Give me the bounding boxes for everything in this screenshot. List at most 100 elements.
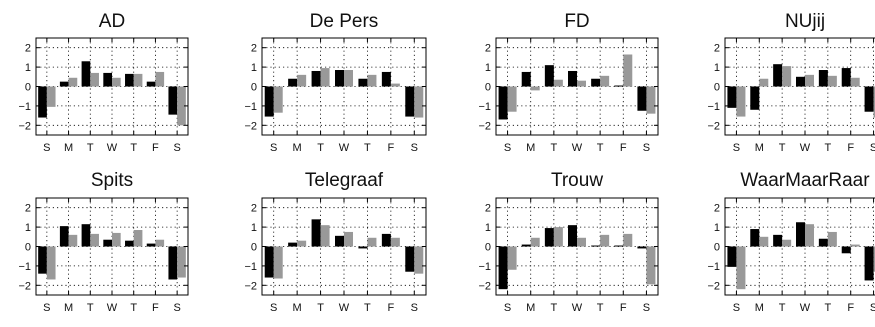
bar-series-1-F (146, 81, 156, 87)
bar-series-2-S (414, 86, 424, 118)
x-tick-label: T (824, 142, 831, 154)
bar-series-1-W (796, 222, 805, 247)
x-tick-label: W (107, 142, 118, 154)
chart-panel-8: WaarMaarRaar 2 1 0 −1 −2 S M T W T F S (707, 170, 875, 314)
bar-series-2-F (623, 233, 633, 247)
y-tick-label: −2 (18, 120, 31, 132)
bar-series-2-S (46, 246, 56, 280)
y-tick-label: 1 (251, 222, 257, 234)
x-tick-label: W (339, 302, 350, 314)
y-tick-label: −2 (478, 120, 491, 132)
bar-series-1-T (591, 78, 601, 87)
bar-series-2-F (390, 237, 400, 247)
y-tick-label: 2 (714, 203, 720, 215)
bar-series-1-T (125, 240, 134, 247)
bar-series-1-S (168, 246, 178, 280)
bar-series-2-T (367, 237, 377, 247)
x-tick-label: T (597, 142, 604, 154)
bar-series-2-M (68, 234, 78, 247)
x-tick-label: M (755, 142, 764, 154)
bar-series-1-T (81, 61, 91, 87)
x-tick-label: S (733, 302, 740, 314)
bar-series-1-F (841, 68, 851, 87)
bar-series-2-M (530, 237, 540, 247)
y-tick-label: −1 (707, 261, 720, 273)
x-tick-label: T (87, 142, 94, 154)
bar-series-1-W (103, 72, 112, 87)
bar-series-1-S (864, 86, 874, 112)
y-tick-label: 2 (251, 203, 257, 215)
x-tick-label: S (43, 302, 50, 314)
bar-series-1-M (59, 226, 69, 247)
y-tick-label: 1 (485, 222, 491, 234)
bar-series-2-T (90, 72, 99, 87)
bar-series-1-S (637, 86, 647, 111)
bar-series-2-S (736, 86, 746, 117)
bar-series-2-S (177, 86, 186, 126)
y-tick-label: −1 (244, 261, 257, 273)
x-tick-label: F (152, 142, 159, 154)
x-tick-label: S (733, 142, 740, 154)
chart-title: Spits (91, 170, 133, 191)
bar-series-2-S (46, 86, 56, 107)
y-tick-label: 0 (714, 242, 720, 254)
chart-panel-3: FD 2 1 0 −1 −2 S M T W T F S (478, 11, 659, 154)
x-tick-label: M (64, 302, 73, 314)
y-tick-label: 2 (251, 43, 257, 55)
x-tick-label: S (270, 302, 277, 314)
bar-series-1-T (773, 64, 783, 87)
bar-series-2-M (530, 86, 540, 91)
x-tick-label: T (824, 302, 831, 314)
bar-series-1-W (103, 239, 112, 247)
x-tick-label: S (643, 302, 650, 314)
bar-series-1-S (168, 86, 178, 115)
bar-series-2-S (177, 246, 186, 278)
bar-series-1-W (568, 225, 577, 247)
bar-series-1-T (358, 78, 368, 87)
bar-series-2-W (805, 224, 814, 247)
bar-series-1-M (521, 244, 531, 247)
bar-series-2-M (297, 74, 307, 87)
x-tick-label: S (504, 302, 511, 314)
bar-series-2-S (414, 246, 424, 274)
x-tick-label: T (779, 302, 786, 314)
y-tick-label: 1 (251, 62, 257, 74)
x-tick-label: T (317, 142, 324, 154)
bar-series-1-T (81, 224, 91, 247)
bar-series-2-W (577, 237, 586, 247)
x-tick-label: F (847, 302, 854, 314)
y-tick-label: −1 (18, 261, 31, 273)
chart-title: WaarMaarRaar (740, 170, 870, 191)
y-tick-label: −2 (478, 280, 491, 292)
y-tick-label: 0 (485, 82, 491, 94)
bar-series-1-M (288, 78, 298, 87)
x-tick-label: M (526, 302, 535, 314)
bar-series-2-M (68, 77, 78, 87)
x-tick-label: T (779, 142, 786, 154)
bar-series-1-M (521, 71, 531, 87)
chart-panel-7: Trouw 2 1 0 −1 −2 S M T W T F S (478, 170, 659, 314)
bar-series-1-F (841, 246, 851, 254)
bar-series-1-S (637, 246, 647, 249)
y-tick-label: −1 (478, 261, 491, 273)
bar-series-1-F (146, 243, 156, 247)
x-tick-label: F (152, 302, 159, 314)
bar-series-1-S (727, 246, 737, 267)
bar-series-1-S (264, 246, 274, 278)
x-tick-label: T (550, 142, 557, 154)
bar-series-1-T (773, 234, 783, 247)
bar-series-2-F (623, 54, 633, 87)
bar-series-2-T (553, 227, 563, 247)
bar-series-1-W (335, 70, 344, 87)
bar-series-1-S (864, 246, 874, 281)
y-tick-label: −1 (707, 101, 720, 113)
x-tick-label: M (526, 142, 535, 154)
bar-series-2-T (320, 68, 330, 87)
x-tick-label: S (504, 142, 511, 154)
y-tick-label: 0 (251, 82, 257, 94)
x-tick-label: S (173, 302, 180, 314)
bar-series-2-W (112, 232, 121, 247)
